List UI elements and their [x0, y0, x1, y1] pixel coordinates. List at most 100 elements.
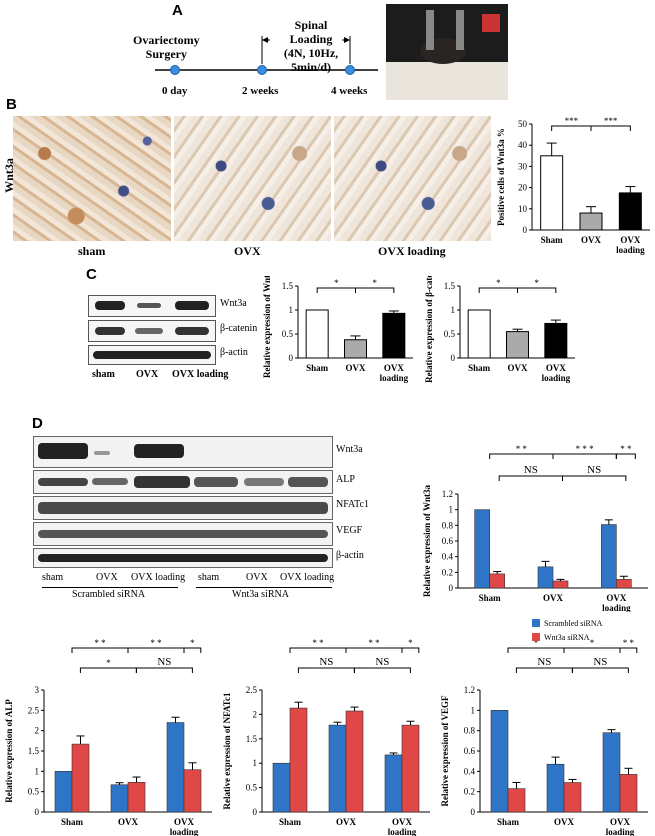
event-line: Ovariectomy: [133, 33, 200, 47]
blot-label: Wnt3a: [220, 298, 247, 309]
y-tick-label: 2: [35, 726, 40, 736]
x-tick-label: Sham: [306, 363, 329, 373]
significance-bracket: [353, 667, 411, 673]
blot-label: β-actin: [336, 550, 364, 561]
x-tick-label: OVX: [118, 817, 139, 827]
bar: [506, 331, 529, 359]
significance-label: NS: [587, 464, 601, 476]
bar: [166, 722, 185, 813]
x-tick-label: OVX: [581, 235, 602, 245]
significance-bracket: [563, 647, 621, 653]
significance-label: *: [334, 278, 339, 288]
x-tick-label: loading: [542, 373, 571, 383]
bar: [563, 782, 582, 813]
significance-label: *: [590, 638, 595, 648]
image-label-ovx-loading: OVX loading: [378, 244, 446, 258]
significance-bracket: [489, 453, 554, 459]
x-tick-label: OVX: [543, 593, 564, 603]
bar: [345, 710, 364, 813]
y-tick-label: 2.5: [28, 705, 40, 715]
blot-label: ALP: [336, 474, 355, 485]
y-tick-label: 0: [35, 807, 40, 817]
bar: [537, 566, 554, 589]
x-tick-label: OVX: [384, 363, 405, 373]
significance-label: ***: [565, 116, 579, 126]
y-tick-label: 1: [289, 305, 294, 315]
lane-label: OVX: [136, 369, 159, 380]
x-tick-label: loading: [380, 373, 409, 383]
bar: [616, 579, 632, 589]
x-tick-label: loading: [616, 245, 645, 255]
x-tick-label: OVX: [546, 363, 567, 373]
significance-bracket: [71, 647, 129, 653]
bar: [602, 732, 621, 813]
significance-label: *: [106, 658, 111, 668]
x-tick-label: OVX: [174, 817, 195, 827]
blot-label: Wnt3a: [336, 444, 363, 455]
significance-label: * *: [150, 638, 162, 648]
significance-bracket: [507, 647, 565, 653]
significance-bracket: [127, 647, 185, 653]
panel-letter-c: C: [86, 266, 97, 283]
bar: [110, 784, 129, 813]
significance-label: * * *: [576, 444, 595, 454]
significance-bracket: [498, 475, 563, 481]
lane-label: OVX loading: [172, 369, 229, 380]
significance-label: * *: [368, 638, 380, 648]
blot-strip: [33, 470, 333, 494]
group-divider: [42, 587, 178, 588]
bar: [618, 192, 642, 231]
significance-bracket: [562, 475, 627, 481]
y-tick-label: 0.5: [282, 329, 294, 339]
chart-alp: 0 0.5 1 1.5 2 2.5 3 Relative expression of ALP S…: [4, 638, 212, 836]
histology-image-ovx: [174, 116, 331, 241]
y-tick-label: 0: [523, 225, 528, 235]
x-tick-label: loading: [606, 827, 635, 836]
blot-strip: [88, 295, 216, 317]
histology-image-ovx-loading: [334, 116, 491, 241]
bar: [183, 769, 202, 813]
bar: [546, 763, 565, 813]
significance-bracket: [79, 667, 137, 673]
significance-bracket: [183, 647, 202, 653]
blot-strip: [33, 496, 333, 520]
chart-wnt3a-d: 0 0.2 0.4 0.6 0.8 1 1.2 Relative expression of …: [422, 444, 648, 612]
bar: [54, 771, 73, 813]
significance-bracket: [316, 287, 356, 293]
bar: [552, 580, 569, 589]
timeline-tick-0: 0 day: [162, 85, 188, 97]
y-tick-label: 1: [449, 505, 454, 515]
significance-bracket: [517, 287, 557, 293]
x-tick-label: Sham: [279, 817, 302, 827]
x-tick-label: OVX: [392, 817, 413, 827]
lane-label: sham: [198, 572, 220, 583]
bar: [401, 724, 420, 813]
x-tick-label: Sham: [479, 593, 502, 603]
y-tick-label: 1: [451, 305, 456, 315]
y-tick-label: 0: [253, 807, 258, 817]
y-tick-label: 1: [35, 766, 40, 776]
western-blot-d: [33, 436, 333, 568]
blot-strip: [88, 320, 216, 342]
y-tick-label: 0.2: [442, 567, 453, 577]
significance-label: * *: [312, 638, 324, 648]
y-tick-label: 0.2: [464, 787, 475, 797]
bar: [601, 524, 617, 589]
lane-label: OVX loading: [280, 572, 335, 583]
bar: [544, 322, 568, 359]
blot-label: VEGF: [336, 525, 363, 536]
significance-label: *: [190, 638, 195, 648]
y-axis-label: Relative expression of β-catenin: [424, 276, 434, 383]
significance-label: * *: [623, 638, 635, 648]
blot-strip: [33, 436, 333, 468]
blot-label: NFATc1: [336, 499, 370, 510]
y-tick-label: 3: [35, 685, 40, 695]
significance-bracket: [478, 287, 518, 293]
significance-label: *: [534, 638, 539, 648]
significance-label: *: [496, 278, 501, 288]
x-tick-label: OVX: [554, 817, 575, 827]
significance-label: NS: [375, 656, 389, 668]
y-tick-label: 1.5: [246, 734, 258, 744]
bar: [305, 309, 329, 359]
x-tick-label: OVX: [620, 235, 641, 245]
